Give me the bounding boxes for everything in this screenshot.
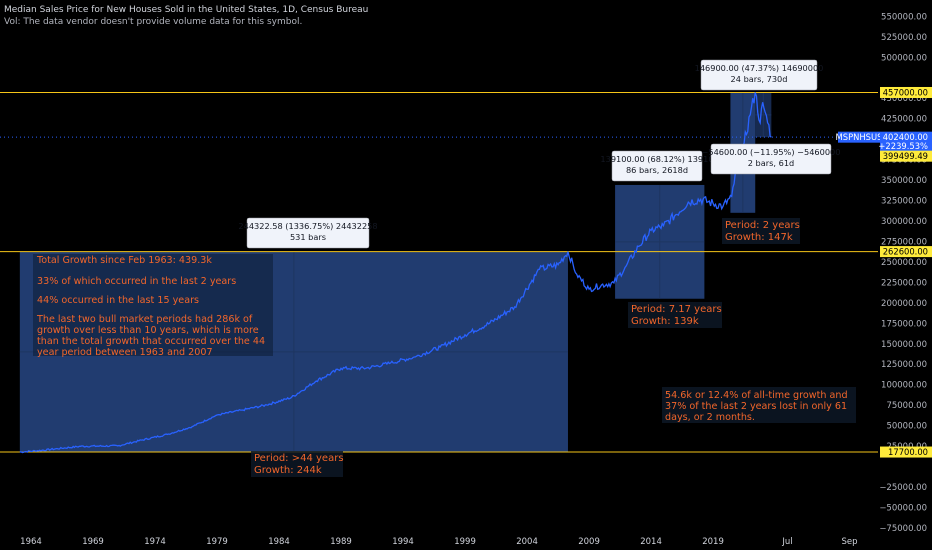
price-label-457000: 457000.00 xyxy=(883,87,928,97)
y-tick-label: 425000.00 xyxy=(881,115,927,125)
measure-tooltip-line: 244322.58 (1336.75%) 24432258 xyxy=(238,221,377,231)
measure-tooltip xyxy=(700,59,818,91)
drop-note-bg xyxy=(662,387,856,423)
y-tick-label: 125000.00 xyxy=(881,360,927,370)
y-tick-label: 75000.00 xyxy=(886,401,927,411)
y-tick-label: −75000.00 xyxy=(879,524,927,534)
x-tick-label: 2014 xyxy=(640,537,662,547)
y-tick-label: 100000.00 xyxy=(881,381,927,391)
period3-note-line: Period: 2 years xyxy=(725,220,800,231)
x-tick-label: 2019 xyxy=(702,537,724,547)
measure-tooltip xyxy=(611,150,703,182)
period2-note-line: Period: 7.17 years xyxy=(631,304,722,315)
measure-tooltip-line: 2 bars, 61d xyxy=(748,158,794,168)
measure-tooltip-line: 146900.00 (47.37%) 14690000 xyxy=(695,63,824,73)
x-tick-label: 1994 xyxy=(392,537,414,547)
price-label-399499: 399499.49 xyxy=(883,151,928,161)
period1-note-line: Growth: 244k xyxy=(254,465,322,476)
summary-line: 33% of which occurred in the last 2 year… xyxy=(37,276,236,287)
drop-note-line: days, or 2 months. xyxy=(665,412,755,423)
symbol-tag: MSPNHSUS xyxy=(836,132,883,142)
x-tick-label: 1984 xyxy=(268,537,290,547)
x-tick-label: 1989 xyxy=(330,537,352,547)
y-tick-label: −25000.00 xyxy=(879,483,927,493)
y-tick-label: 50000.00 xyxy=(886,422,927,432)
y-tick-label: 300000.00 xyxy=(881,217,927,227)
summary-line: than the total growth that occurred over… xyxy=(37,336,265,347)
summary-line: Total Growth since Feb 1963: 439.3k xyxy=(36,255,212,266)
summary-line: The last two bull market periods had 286… xyxy=(36,314,253,325)
measure-tooltip-line: 531 bars xyxy=(290,232,326,242)
y-tick-label: 250000.00 xyxy=(881,258,927,268)
measure-tooltip-line: −54600.00 (−11.95%) −5460000 xyxy=(702,147,841,157)
measure-tooltip xyxy=(246,217,370,249)
y-tick-label: 550000.00 xyxy=(881,12,927,22)
summary-line: growth over less than 10 years, which is… xyxy=(37,325,259,336)
period2-note-bg xyxy=(628,302,722,328)
measure-tooltip xyxy=(710,143,832,175)
period1-note-bg xyxy=(251,451,343,477)
symbol-tag-bg xyxy=(838,131,880,143)
price-label-17700: 17700.00 xyxy=(888,447,928,457)
measure-tooltip-line: 139100.00 (68.12%) 13910 xyxy=(600,154,713,164)
y-tick-label: 175000.00 xyxy=(881,319,927,329)
x-tick-label: 2009 xyxy=(578,537,600,547)
summary-line: year period between 1963 and 2007 xyxy=(37,347,213,358)
price-change-label: +2239.53% xyxy=(878,141,928,151)
x-tick-label: Jul xyxy=(781,537,792,547)
y-tick-label: 275000.00 xyxy=(881,237,927,247)
chart-title: Median Sales Price for New Houses Sold i… xyxy=(4,5,369,15)
y-tick-label: 350000.00 xyxy=(881,176,927,186)
measure-tooltip-line: 24 bars, 730d xyxy=(731,74,788,84)
period3-note-bg xyxy=(722,218,800,244)
x-tick-label: 1969 xyxy=(82,537,104,547)
y-tick-label: −50000.00 xyxy=(879,503,927,513)
period2-note-line: Growth: 139k xyxy=(631,316,699,327)
measure-tooltip-line: 86 bars, 2618d xyxy=(626,165,688,175)
price-label-17700-bg xyxy=(880,446,932,458)
y-tick-label: 500000.00 xyxy=(881,53,927,63)
price-label-457000-bg xyxy=(880,86,932,98)
x-tick-label: 1974 xyxy=(144,537,166,547)
y-tick-label: 525000.00 xyxy=(881,33,927,43)
x-tick-label: 2004 xyxy=(516,537,538,547)
period1-note-line: Period: >44 years xyxy=(254,453,344,464)
y-tick-label: 200000.00 xyxy=(881,299,927,309)
x-tick-label: 1979 xyxy=(206,537,228,547)
y-tick-label: 225000.00 xyxy=(881,278,927,288)
current-price-label: 402400.00 xyxy=(883,132,928,142)
x-tick-label: 1964 xyxy=(20,537,42,547)
drop-note-line: 54.6k or 12.4% of all-time growth and xyxy=(665,390,848,401)
summary-box xyxy=(33,254,273,356)
y-tick-label: 150000.00 xyxy=(881,340,927,350)
price-series-line xyxy=(19,92,772,454)
price-label-262600: 262600.00 xyxy=(883,247,928,257)
price-label-399-bg xyxy=(880,150,932,162)
volume-note: Vol: The data vendor doesn't provide vol… xyxy=(4,17,303,27)
period3-note-line: Growth: 147k xyxy=(725,232,793,243)
y-tick-label: 450000.00 xyxy=(881,94,927,104)
x-tick-label: Sep xyxy=(841,537,857,547)
x-tick-label: 1999 xyxy=(454,537,476,547)
current-price-bg xyxy=(880,131,932,152)
summary-line: 44% occurred in the last 15 years xyxy=(37,295,199,306)
drop-note-line: 37% of the last 2 years lost in only 61 xyxy=(665,401,847,412)
price-label-262600-bg xyxy=(880,246,932,258)
y-tick-label: 325000.00 xyxy=(881,197,927,207)
